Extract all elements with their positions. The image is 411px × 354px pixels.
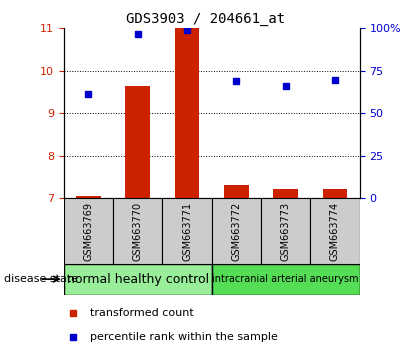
Text: disease state: disease state — [4, 274, 78, 284]
Text: GSM663770: GSM663770 — [133, 201, 143, 261]
Text: GSM663772: GSM663772 — [231, 201, 241, 261]
Bar — [64, 264, 212, 295]
Bar — [76, 196, 101, 198]
Text: percentile rank within the sample: percentile rank within the sample — [90, 332, 278, 342]
Text: GSM663769: GSM663769 — [83, 201, 93, 261]
Bar — [125, 86, 150, 198]
Bar — [310, 198, 360, 264]
Bar — [113, 198, 162, 264]
Bar — [64, 198, 113, 264]
Text: GSM663773: GSM663773 — [281, 201, 291, 261]
Bar — [162, 198, 212, 264]
Text: intracranial arterial aneurysm: intracranial arterial aneurysm — [212, 274, 359, 284]
Bar — [224, 185, 249, 198]
Bar — [212, 198, 261, 264]
Bar — [323, 189, 347, 198]
Text: GSM663774: GSM663774 — [330, 201, 340, 261]
Bar — [212, 264, 360, 295]
Bar — [175, 28, 199, 198]
Text: transformed count: transformed count — [90, 308, 194, 318]
Text: GDS3903 / 204661_at: GDS3903 / 204661_at — [126, 12, 285, 27]
Text: GSM663771: GSM663771 — [182, 201, 192, 261]
Bar — [261, 198, 310, 264]
Bar — [273, 189, 298, 198]
Text: normal healthy control: normal healthy control — [67, 273, 209, 286]
